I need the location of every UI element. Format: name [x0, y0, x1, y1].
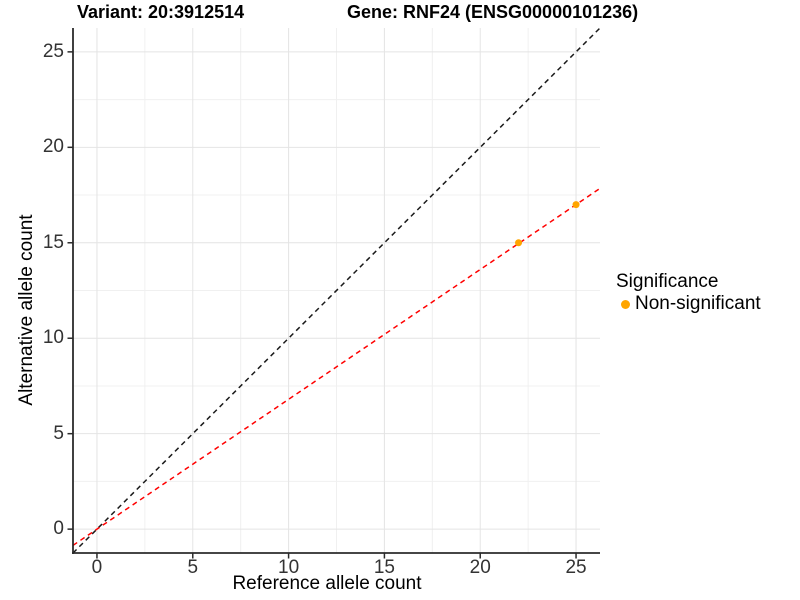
y-tick-label: 15	[42, 231, 64, 253]
y-tick-label: 25	[42, 40, 64, 62]
y-tick-label: 5	[53, 422, 64, 444]
gridlines-minor	[73, 28, 600, 553]
data-point	[572, 201, 580, 209]
x-tick-label: 0	[91, 557, 103, 578]
data-points	[515, 201, 580, 247]
x-axis-title: Reference allele count	[232, 573, 422, 594]
legend: Significance Non-significant	[616, 271, 761, 315]
x-tick-label: 15	[373, 557, 395, 578]
legend-item: Non-significant	[616, 293, 761, 315]
variant-title: Variant: 20:3912514	[77, 2, 245, 22]
x-tick-label: 25	[565, 557, 587, 578]
y-tick-label: 10	[42, 327, 64, 349]
x-tick-label: 20	[469, 557, 491, 578]
gridlines-major	[73, 28, 600, 553]
y-tick-label: 0	[53, 518, 64, 540]
gene-title: Gene: RNF24 (ENSG00000101236)	[347, 2, 639, 22]
y-tick-label: 20	[42, 136, 64, 158]
tick-marks	[67, 51, 577, 559]
x-tick-label: 10	[278, 557, 300, 578]
fitted-line	[72, 187, 601, 546]
legend-item-label: Non-significant	[635, 293, 761, 314]
legend-point-icon	[621, 299, 630, 309]
identity-line	[72, 27, 601, 554]
axis-lines	[72, 28, 600, 554]
data-point	[515, 239, 523, 247]
legend-title: Significance	[616, 271, 719, 292]
x-tick-label: 5	[187, 557, 199, 578]
